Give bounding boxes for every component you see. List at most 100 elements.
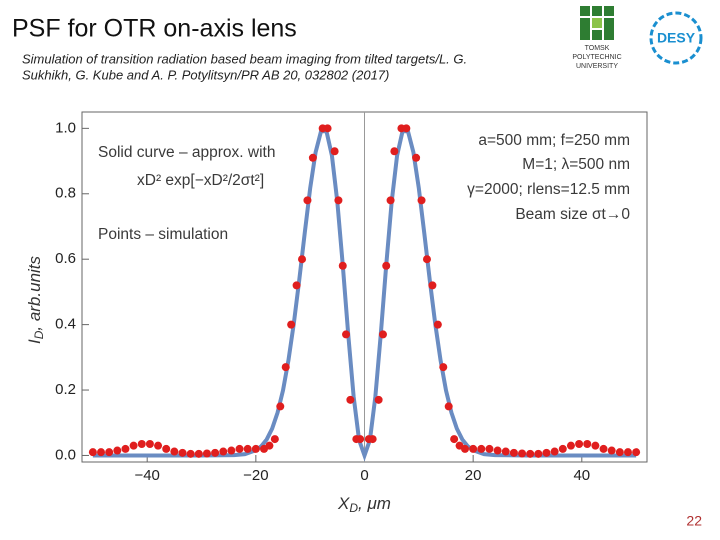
y-tick-label: 0.4 <box>55 316 76 333</box>
point <box>575 440 584 449</box>
point <box>433 320 442 329</box>
point <box>137 440 146 449</box>
point <box>615 448 624 457</box>
point <box>145 440 154 449</box>
point <box>509 448 518 457</box>
point <box>444 402 453 411</box>
point <box>461 444 470 453</box>
point <box>558 444 567 453</box>
citation: Simulation of transition radiation based… <box>22 51 467 66</box>
point <box>583 440 592 449</box>
point <box>281 363 290 372</box>
point <box>129 441 138 450</box>
point <box>382 261 391 270</box>
point <box>485 444 494 453</box>
point <box>251 444 260 453</box>
point <box>623 448 632 457</box>
point <box>526 449 535 458</box>
axis-label-part: I <box>25 339 44 344</box>
point <box>265 441 274 450</box>
point <box>591 441 600 450</box>
point <box>599 444 608 453</box>
point <box>211 448 220 457</box>
point <box>97 448 106 457</box>
point <box>342 330 351 339</box>
y-tick-label: 0.6 <box>55 250 76 267</box>
point <box>346 395 355 404</box>
point <box>308 153 317 162</box>
x-tick-label: −40 <box>134 467 159 484</box>
point <box>428 281 437 290</box>
logo-text: DESY <box>657 30 696 46</box>
y-tick-label: 1.0 <box>55 119 76 136</box>
point <box>227 446 236 455</box>
axis-label-part: , μm <box>358 494 391 513</box>
point <box>378 330 387 339</box>
point <box>607 446 616 455</box>
x-tick-label: 20 <box>465 467 482 484</box>
axis-label-part: X <box>337 494 350 513</box>
point <box>186 449 195 458</box>
point <box>219 447 228 456</box>
point <box>154 441 163 450</box>
axis-label-part: , arb.units <box>25 255 44 330</box>
tpu-logo: TOMSK POLYTECHNIC UNIVERSITY <box>572 6 622 70</box>
annotation: xD² exp[−xD²/2σt²] <box>137 172 264 189</box>
point <box>338 261 347 270</box>
point <box>323 124 332 133</box>
axis-label-part: D <box>349 501 358 515</box>
x-tick-label: 0 <box>360 467 368 484</box>
point <box>298 255 307 264</box>
logo-text: POLYTECHNIC <box>572 54 621 61</box>
y-tick-label: 0.0 <box>55 446 76 463</box>
point <box>374 395 383 404</box>
axis-label-part: D <box>32 330 46 339</box>
point <box>287 320 296 329</box>
desy-logo: DESY <box>649 11 703 65</box>
point <box>534 449 543 458</box>
point <box>439 363 448 372</box>
point <box>194 449 203 458</box>
point <box>518 449 527 458</box>
point <box>334 196 343 205</box>
point <box>477 444 486 453</box>
xlabel: XD, μm <box>337 494 391 515</box>
citation: Sukhikh, G. Kube and A. P. Potylitsyn/PR… <box>22 67 389 82</box>
page-number: 22 <box>686 513 702 529</box>
annotation: Points – simulation <box>98 226 228 243</box>
y-tick-label: 0.2 <box>55 381 76 398</box>
point <box>386 196 395 205</box>
x-tick-label: −20 <box>243 467 268 484</box>
point <box>162 444 171 453</box>
point <box>368 435 377 444</box>
point <box>422 255 431 264</box>
point <box>170 447 179 456</box>
point <box>330 147 339 156</box>
point <box>469 444 478 453</box>
point <box>202 449 211 458</box>
point <box>402 124 411 133</box>
point <box>88 448 97 457</box>
point <box>632 448 641 457</box>
annotation: a=500 mm; f=250 mm <box>478 132 630 149</box>
annotation: Beam size σt→0 <box>515 206 630 223</box>
point <box>417 196 426 205</box>
logo-text: UNIVERSITY <box>576 63 618 70</box>
slide-title: PSF for OTR on-axis lens <box>12 15 297 43</box>
curve <box>92 129 637 462</box>
point <box>550 447 559 456</box>
ylabel: ID, arb.units <box>25 255 46 344</box>
point <box>270 435 279 444</box>
point <box>450 435 459 444</box>
y-tick-label: 0.8 <box>55 185 76 202</box>
annotation: γ=2000; rlens=12.5 mm <box>467 181 630 198</box>
annotation: Solid curve – approx. with <box>98 144 275 161</box>
logo-text: TOMSK <box>585 45 610 52</box>
point <box>303 196 312 205</box>
point <box>292 281 301 290</box>
point <box>178 448 187 457</box>
point <box>390 147 399 156</box>
point <box>105 448 114 457</box>
